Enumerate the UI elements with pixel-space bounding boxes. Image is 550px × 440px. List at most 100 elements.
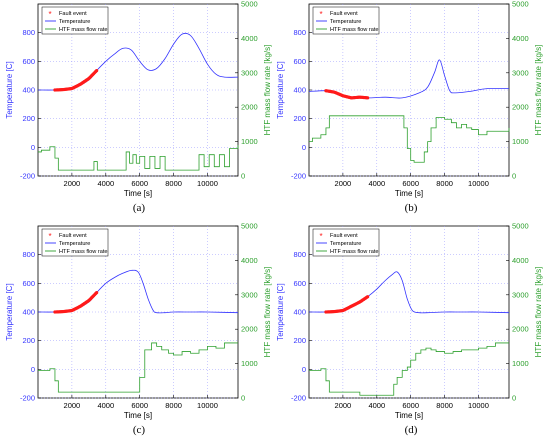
x-tick-label: 2000 <box>335 401 352 410</box>
series-line-flow <box>309 115 510 163</box>
y-left-tick-label: 600 <box>293 57 306 66</box>
x-tick-label: 6000 <box>402 401 419 410</box>
legend-label: Temperature <box>330 19 361 25</box>
chart-panel-a: 2000 4000 6000 8000 10000-200020040060080001… <box>5 0 272 198</box>
legend-label: Temperature <box>59 19 90 25</box>
y-right-tick-label: 4000 <box>241 256 258 265</box>
y-left-axis-label: Temperature [C] <box>5 61 14 118</box>
x-tick-label: 10000 <box>468 179 489 188</box>
y-left-axis-label: Temperature [C] <box>276 283 285 340</box>
y-left-tick-label: 0 <box>302 365 306 374</box>
caption-d: (d) <box>404 424 418 436</box>
legend-label: HTF mass flow rate <box>330 249 379 255</box>
y-right-tick-label: 4000 <box>512 256 529 265</box>
y-left-tick-label: 0 <box>302 143 306 152</box>
legend-marker-fault: * <box>319 232 322 241</box>
y-right-tick-label: 3000 <box>512 290 529 299</box>
legend-marker-fault: * <box>319 10 322 19</box>
fault-event-marker <box>95 291 99 295</box>
y-left-tick-label: 800 <box>293 28 306 37</box>
x-tick-label: 4000 <box>368 401 385 410</box>
x-axis-label: Time [s] <box>124 411 152 420</box>
y-left-tick-label: 200 <box>22 114 35 123</box>
series-line-flow <box>38 342 238 393</box>
y-right-tick-label: 2000 <box>241 103 258 112</box>
y-left-tick-label: 800 <box>293 250 306 259</box>
fault-event-marker <box>366 96 370 100</box>
legend-box <box>41 228 109 257</box>
y-right-tick-label: 5000 <box>512 0 529 9</box>
y-right-tick-label: 5000 <box>241 0 258 9</box>
legend-marker-fault: * <box>48 232 51 241</box>
y-left-tick-label: 200 <box>22 336 35 345</box>
legend-label: Temperature <box>330 241 361 247</box>
x-tick-label: 10000 <box>468 401 489 410</box>
legend-label: Fault event <box>330 233 358 239</box>
y-right-tick-label: 3000 <box>241 68 258 77</box>
y-left-tick-label: -200 <box>20 172 35 181</box>
x-tick-label: 6000 <box>131 401 148 410</box>
y-left-tick-label: 200 <box>293 114 306 123</box>
x-tick-label: 4000 <box>97 401 114 410</box>
y-left-tick-label: 400 <box>293 308 306 317</box>
y-right-tick-label: 4000 <box>241 34 258 43</box>
x-tick-label: 8000 <box>436 179 453 188</box>
caption-c: (c) <box>132 424 146 436</box>
y-right-tick-label: 1000 <box>241 359 258 368</box>
x-tick-label: 10000 <box>197 401 218 410</box>
x-tick-label: 8000 <box>165 179 182 188</box>
legend-label: HTF mass flow rate <box>59 249 108 255</box>
x-axis-label: Time [s] <box>395 189 423 198</box>
y-left-axis-label: Temperature [C] <box>5 283 14 340</box>
y-right-tick-label: 3000 <box>241 290 258 299</box>
y-left-tick-label: 800 <box>22 250 35 259</box>
x-tick-label: 6000 <box>131 179 148 188</box>
y-right-tick-label: 0 <box>241 172 245 181</box>
x-tick-label: 2000 <box>64 401 81 410</box>
x-tick-label: 4000 <box>97 179 114 188</box>
y-right-axis-label: HTF mass flow rate [kg/s] <box>263 45 272 136</box>
legend-box <box>41 6 109 35</box>
x-tick-label: 2000 <box>335 179 352 188</box>
x-tick-label: 8000 <box>165 401 182 410</box>
y-left-tick-label: 400 <box>22 86 35 95</box>
y-left-axis-label: Temperature [C] <box>276 61 285 118</box>
y-left-tick-label: -200 <box>291 172 306 181</box>
legend-label: Temperature <box>59 241 90 247</box>
y-right-tick-label: 5000 <box>512 222 529 231</box>
y-left-tick-label: 200 <box>293 336 306 345</box>
y-left-tick-label: 0 <box>31 143 35 152</box>
fault-event-marker <box>366 295 370 299</box>
x-tick-label: 10000 <box>197 179 218 188</box>
x-axis-label: Time [s] <box>395 411 423 420</box>
fault-event-marker <box>95 69 99 73</box>
legend-label: Fault event <box>59 233 87 239</box>
caption-a: (a) <box>132 202 146 214</box>
y-right-tick-label: 0 <box>512 172 516 181</box>
x-tick-label: 8000 <box>436 401 453 410</box>
chart-panel-c: 2000 4000 6000 8000 10000-200020040060080001… <box>5 222 272 421</box>
x-axis-label: Time [s] <box>124 189 152 198</box>
y-right-tick-label: 4000 <box>512 34 529 43</box>
chart-panel-b: 2000 4000 6000 8000 10000-200020040060080001… <box>276 0 543 198</box>
x-tick-label: 6000 <box>402 179 419 188</box>
legend-box <box>312 6 380 35</box>
y-right-tick-label: 2000 <box>512 325 529 334</box>
y-right-axis-label: HTF mass flow rate [kg/s] <box>263 267 272 358</box>
y-left-tick-label: 400 <box>22 308 35 317</box>
legend-label: HTF mass flow rate <box>330 27 379 33</box>
y-right-tick-label: 2000 <box>512 103 529 112</box>
y-right-tick-label: 2000 <box>241 325 258 334</box>
y-left-tick-label: 0 <box>31 365 35 374</box>
y-left-tick-label: 600 <box>22 57 35 66</box>
y-right-tick-label: 1000 <box>241 137 258 146</box>
y-right-axis-label: HTF mass flow rate [kg/s] <box>534 267 543 358</box>
legend-label: Fault event <box>330 11 358 17</box>
y-right-tick-label: 1000 <box>512 137 529 146</box>
legend-label: HTF mass flow rate <box>59 27 108 33</box>
y-left-tick-label: -200 <box>20 394 35 403</box>
y-right-tick-label: 5000 <box>241 222 258 231</box>
y-right-tick-label: 3000 <box>512 68 529 77</box>
legend-label: Fault event <box>59 11 87 17</box>
